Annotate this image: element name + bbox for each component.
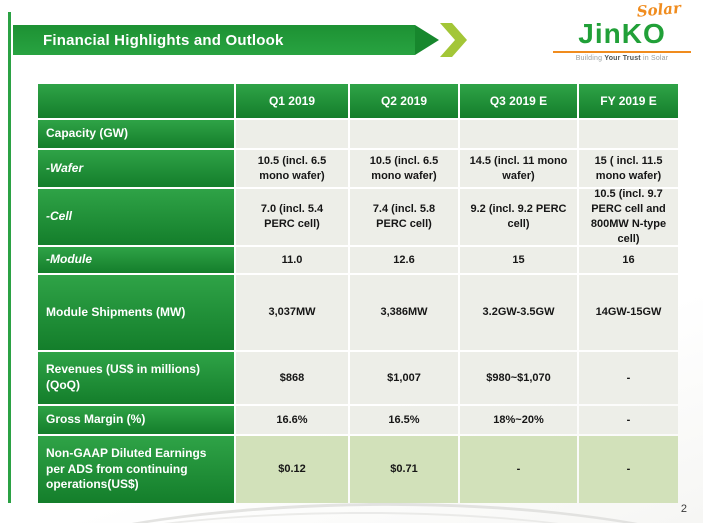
row-label-non-gaap-eps: Non-GAAP Diluted Earnings per ADS from c… xyxy=(38,436,234,503)
table-cell: - xyxy=(579,436,678,503)
table-cell: 3,037MW xyxy=(236,275,348,350)
table-cell: 18%~20% xyxy=(460,406,577,434)
row-label-gross-margin: Gross Margin (%) xyxy=(38,406,234,434)
table-cell: 16.5% xyxy=(350,406,458,434)
table-cell: 15 ( incl. 11.5 mono wafer) xyxy=(579,150,678,187)
left-accent-line xyxy=(8,12,11,503)
jinko-solar-logo: Solar JinKO Building Your Trust in Solar xyxy=(553,0,691,62)
logo-tagline: Building Your Trust in Solar xyxy=(553,55,691,62)
table-cell: $1,007 xyxy=(350,352,458,404)
table-cell: $0.12 xyxy=(236,436,348,503)
chevron-right-icon xyxy=(440,23,467,57)
row-label-wafer: -Wafer xyxy=(38,150,234,187)
table-cell: - xyxy=(460,436,577,503)
tagline-bold: Your Trust xyxy=(604,55,641,62)
column-header-blank xyxy=(38,84,234,118)
column-header-q2-2019: Q2 2019 xyxy=(350,84,458,118)
table-cell: 10.5 (incl. 6.5 mono wafer) xyxy=(236,150,348,187)
table-cell xyxy=(350,120,458,148)
table-cell: - xyxy=(579,352,678,404)
table-cell xyxy=(460,120,577,148)
financial-highlights-table: Q1 2019 Q2 2019 Q3 2019 E FY 2019 E Capa… xyxy=(38,84,678,503)
table-cell: $0.71 xyxy=(350,436,458,503)
column-header-q1-2019: Q1 2019 xyxy=(236,84,348,118)
row-label-cell: -Cell xyxy=(38,189,234,245)
table-cell: 16.6% xyxy=(236,406,348,434)
table-cell: 14GW-15GW xyxy=(579,275,678,350)
table-cell: 7.0 (incl. 5.4 PERC cell) xyxy=(236,189,348,245)
row-label-revenues: Revenues (US$ in millions) (QoQ) xyxy=(38,352,234,404)
title-bar-arrowhead-icon xyxy=(415,25,439,55)
column-header-q3-2019e: Q3 2019 E xyxy=(460,84,577,118)
table-cell: 12.6 xyxy=(350,247,458,273)
row-label-module: -Module xyxy=(38,247,234,273)
table-cell: $868 xyxy=(236,352,348,404)
table-cell: 3.2GW-3.5GW xyxy=(460,275,577,350)
title-bar: Financial Highlights and Outlook xyxy=(13,25,415,55)
table-cell: 11.0 xyxy=(236,247,348,273)
logo-orange-rule xyxy=(553,51,691,53)
table-cell: 10.5 (incl. 6.5 mono wafer) xyxy=(350,150,458,187)
row-label-module-shipments: Module Shipments (MW) xyxy=(38,275,234,350)
column-header-fy-2019e: FY 2019 E xyxy=(579,84,678,118)
table-cell: 9.2 (incl. 9.2 PERC cell) xyxy=(460,189,577,245)
table-cell xyxy=(236,120,348,148)
table-cell: 16 xyxy=(579,247,678,273)
page-number: 2 xyxy=(680,503,687,515)
tagline-prefix: Building xyxy=(575,55,605,62)
table-cell: - xyxy=(579,406,678,434)
logo-brand-text: JinKO xyxy=(578,18,666,49)
row-label-capacity: Capacity (GW) xyxy=(38,120,234,148)
table-cell: 10.5 (incl. 9.7 PERC cell and 800MW N-ty… xyxy=(579,188,678,245)
table-cell: $980~$1,070 xyxy=(460,352,577,404)
page-title: Financial Highlights and Outlook xyxy=(43,31,284,49)
table-cell: 3,386MW xyxy=(350,275,458,350)
table-cell: 14.5 (incl. 11 mono wafer) xyxy=(460,150,577,187)
tagline-suffix: in Solar xyxy=(640,55,669,62)
table-cell: 7.4 (incl. 5.8 PERC cell) xyxy=(350,189,458,245)
table-cell: 15 xyxy=(460,247,577,273)
table-cell xyxy=(579,120,678,148)
